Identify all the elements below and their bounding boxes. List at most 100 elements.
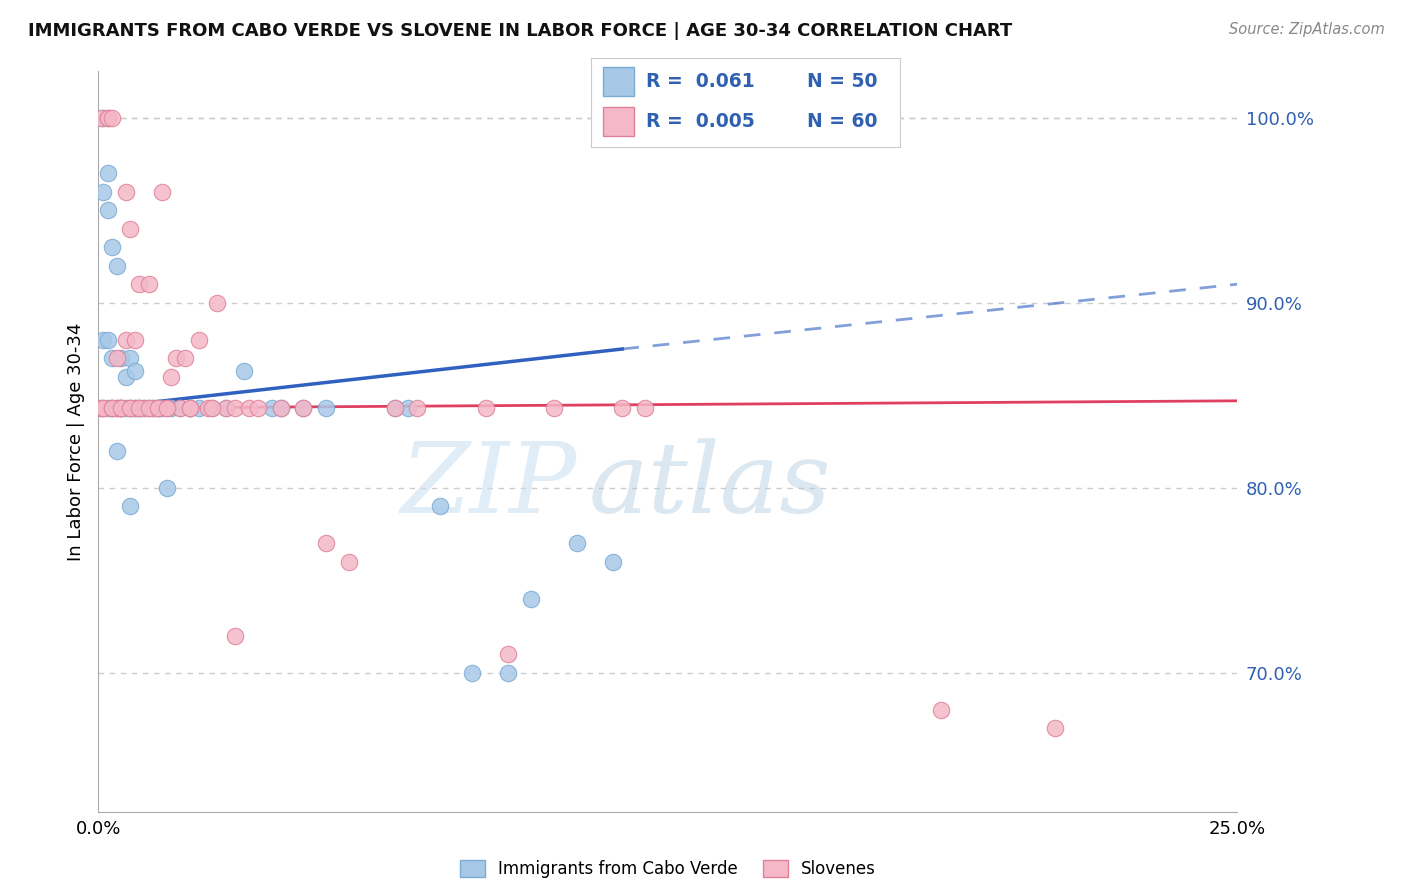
Point (543, 401, 565, 416)
Point (233, 364, 256, 378)
Point (201, 401, 224, 416)
Point (91, 111, 114, 125)
Point (101, 401, 124, 416)
Point (110, 351, 132, 366)
Point (110, 401, 132, 416)
Point (169, 401, 191, 416)
Point (187, 333, 209, 347)
Text: R =  0.005: R = 0.005 (647, 112, 755, 131)
Point (105, 259, 128, 273)
Point (150, 401, 173, 416)
Point (461, 665, 484, 680)
Point (96, 111, 118, 125)
Text: IMMIGRANTS FROM CABO VERDE VS SLOVENE IN LABOR FORCE | AGE 30-34 CORRELATION CHA: IMMIGRANTS FROM CABO VERDE VS SLOVENE IN… (28, 22, 1012, 40)
Point (337, 555, 360, 569)
Point (179, 401, 201, 416)
Point (224, 401, 246, 416)
Point (138, 277, 160, 292)
Point (187, 401, 209, 416)
Point (929, 703, 952, 717)
Point (101, 401, 124, 416)
Point (124, 364, 146, 378)
Point (91, 401, 114, 416)
Point (105, 401, 128, 416)
Point (224, 629, 246, 643)
Point (96, 203, 118, 218)
Point (110, 401, 132, 416)
Point (315, 536, 337, 550)
Point (114, 333, 136, 347)
Point (156, 401, 179, 416)
Point (124, 401, 146, 416)
Point (384, 401, 406, 416)
Point (90, 401, 112, 416)
Point (602, 555, 624, 569)
Point (120, 500, 142, 514)
Point (138, 401, 160, 416)
Point (90, 111, 112, 125)
Point (120, 401, 142, 416)
Point (634, 401, 657, 416)
Point (96, 333, 118, 347)
Point (128, 401, 150, 416)
Point (565, 536, 588, 550)
Point (270, 401, 292, 416)
Point (142, 401, 165, 416)
Point (201, 401, 224, 416)
Point (260, 401, 283, 416)
Text: R =  0.061: R = 0.061 (647, 72, 755, 91)
Point (87, 401, 110, 416)
Point (146, 401, 169, 416)
Point (91, 185, 114, 199)
Legend: Immigrants from Cabo Verde, Slovenes: Immigrants from Cabo Verde, Slovenes (453, 854, 883, 885)
Point (292, 401, 315, 416)
Text: atlas: atlas (588, 438, 831, 533)
Bar (603, 67, 634, 96)
Point (110, 401, 132, 416)
Point (474, 401, 496, 416)
Text: ZIP: ZIP (401, 438, 576, 533)
Point (156, 401, 179, 416)
Point (146, 401, 169, 416)
Point (105, 401, 128, 416)
Point (156, 481, 179, 495)
Point (120, 221, 142, 235)
Point (91, 333, 114, 347)
Point (197, 401, 219, 416)
Point (101, 401, 124, 416)
Point (142, 401, 165, 416)
Text: Source: ZipAtlas.com: Source: ZipAtlas.com (1229, 22, 1385, 37)
Point (101, 240, 124, 254)
Point (114, 401, 136, 416)
Point (101, 351, 124, 366)
Point (169, 401, 191, 416)
Point (215, 401, 238, 416)
Point (128, 401, 150, 416)
Point (96, 401, 118, 416)
Point (160, 369, 183, 384)
Point (165, 351, 187, 366)
Point (128, 401, 150, 416)
Point (612, 401, 634, 416)
Point (150, 185, 173, 199)
Point (96, 111, 118, 125)
Point (238, 401, 260, 416)
Point (315, 401, 337, 416)
Point (128, 277, 150, 292)
Point (498, 665, 520, 680)
Text: N = 60: N = 60 (807, 112, 877, 131)
Point (498, 648, 520, 662)
Point (406, 401, 429, 416)
Point (120, 351, 142, 366)
Point (105, 351, 128, 366)
Point (215, 401, 238, 416)
Point (429, 500, 451, 514)
Point (292, 401, 315, 416)
Point (160, 401, 183, 416)
Point (384, 401, 406, 416)
Point (520, 591, 543, 606)
Y-axis label: In Labor Force | Age 30-34: In Labor Force | Age 30-34 (66, 322, 84, 561)
Point (101, 111, 124, 125)
Point (114, 185, 136, 199)
Point (110, 401, 132, 416)
